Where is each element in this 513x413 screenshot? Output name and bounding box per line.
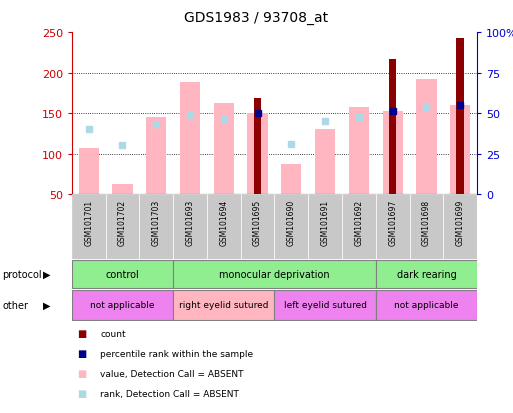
Text: GSM101701: GSM101701 [84, 200, 93, 246]
Bar [214, 104, 234, 195]
Text: dark rearing: dark rearing [397, 269, 456, 279]
Text: GSM101703: GSM101703 [152, 200, 161, 246]
Text: left eyelid sutured: left eyelid sutured [284, 301, 367, 310]
Text: ■: ■ [77, 349, 86, 358]
Text: GSM101699: GSM101699 [456, 200, 465, 246]
Text: GSM101695: GSM101695 [253, 200, 262, 246]
Text: GSM101693: GSM101693 [186, 200, 194, 246]
Bar [72, 260, 173, 289]
Bar [180, 83, 200, 195]
Bar [173, 195, 207, 259]
Bar [450, 106, 470, 195]
Bar [417, 80, 437, 195]
Text: other: other [3, 300, 29, 310]
Bar [140, 195, 173, 259]
Bar [207, 195, 241, 259]
Text: protocol: protocol [3, 269, 42, 279]
Bar [342, 195, 376, 259]
Text: ■: ■ [77, 368, 86, 378]
Text: ■: ■ [77, 329, 86, 339]
Text: control: control [106, 269, 140, 279]
Bar [112, 185, 132, 195]
Bar [457, 38, 464, 195]
Text: ■: ■ [77, 388, 86, 398]
Bar [241, 195, 274, 259]
Text: monocular deprivation: monocular deprivation [219, 269, 330, 279]
Text: count: count [100, 329, 126, 338]
Bar [349, 107, 369, 195]
Text: ▶: ▶ [43, 300, 50, 310]
Bar [72, 195, 106, 259]
Bar [78, 148, 99, 195]
Bar [173, 260, 376, 289]
Text: GSM101690: GSM101690 [287, 200, 296, 246]
Bar [106, 195, 140, 259]
Bar [315, 130, 336, 195]
Text: not applicable: not applicable [394, 301, 459, 310]
Text: GSM101691: GSM101691 [321, 200, 330, 246]
Bar [173, 290, 274, 320]
Text: not applicable: not applicable [90, 301, 155, 310]
Text: GDS1983 / 93708_at: GDS1983 / 93708_at [185, 11, 328, 25]
Text: GSM101697: GSM101697 [388, 200, 397, 246]
Bar [383, 111, 403, 195]
Bar [409, 195, 443, 259]
Text: GSM101692: GSM101692 [354, 200, 363, 246]
Text: right eyelid sutured: right eyelid sutured [179, 301, 268, 310]
Bar [376, 260, 477, 289]
Text: GSM101698: GSM101698 [422, 200, 431, 246]
Text: GSM101702: GSM101702 [118, 200, 127, 246]
Text: GSM101694: GSM101694 [219, 200, 228, 246]
Bar [146, 118, 166, 195]
Bar [254, 99, 261, 195]
Bar [72, 290, 173, 320]
Text: rank, Detection Call = ABSENT: rank, Detection Call = ABSENT [100, 389, 239, 398]
Bar [247, 114, 268, 195]
Bar [274, 290, 376, 320]
Bar [443, 195, 477, 259]
Bar [308, 195, 342, 259]
Bar [376, 290, 477, 320]
Bar [274, 195, 308, 259]
Text: percentile rank within the sample: percentile rank within the sample [100, 349, 253, 358]
Bar [389, 59, 397, 195]
Bar [376, 195, 409, 259]
Text: value, Detection Call = ABSENT: value, Detection Call = ABSENT [100, 369, 244, 378]
Bar [281, 165, 302, 195]
Text: ▶: ▶ [43, 269, 50, 279]
